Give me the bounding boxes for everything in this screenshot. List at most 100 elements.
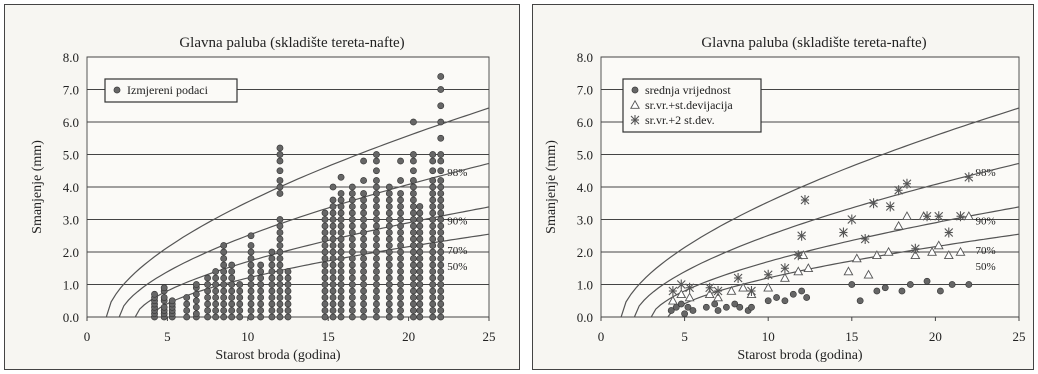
series-1-point <box>212 268 220 275</box>
series-1-point <box>437 203 445 210</box>
series-1-point <box>437 261 445 269</box>
series-1-point <box>437 73 445 80</box>
series-1-point <box>276 190 284 197</box>
series-1-point <box>220 287 228 295</box>
series-3-point <box>747 286 756 296</box>
series-1-point <box>276 294 284 301</box>
series-3-point <box>839 227 848 238</box>
series-1-point <box>385 183 393 191</box>
series-1-point <box>437 134 445 142</box>
legend-marker-1 <box>631 86 639 94</box>
series-1-point <box>429 203 437 210</box>
series-1-point <box>437 190 445 197</box>
series-3-point <box>763 269 773 280</box>
series-1-point <box>373 209 380 217</box>
x-tick-label: 25 <box>1013 329 1026 344</box>
series-3-point <box>847 214 857 225</box>
legend-marker-3 <box>630 115 640 125</box>
series-1-point <box>284 300 292 308</box>
x-tick-label: 10 <box>241 329 254 344</box>
series-1-point <box>410 196 417 204</box>
series-1-point <box>321 287 329 295</box>
legend-label-1: Izmjereni podaci <box>127 83 209 97</box>
series-1-point <box>410 216 417 223</box>
series-1-point <box>437 287 445 295</box>
series-1-point <box>789 290 797 298</box>
series-1-point <box>429 287 437 295</box>
series-1-point <box>257 268 265 275</box>
curve-label-90: 90% <box>447 216 467 228</box>
series-1-point <box>337 313 345 321</box>
series-1-point <box>397 242 404 249</box>
series-2-point <box>684 292 695 302</box>
series-1-point <box>416 248 424 256</box>
series-1-point <box>257 281 265 288</box>
series-1-point <box>348 209 356 217</box>
series-1-point <box>360 190 367 197</box>
series-1-point <box>247 274 255 282</box>
series-1-point <box>321 229 329 236</box>
series-1-point <box>873 287 881 295</box>
series-1-point <box>337 216 345 223</box>
series-1-point <box>321 235 329 243</box>
legend-marker-2 <box>630 99 640 109</box>
series-1-point <box>437 196 445 204</box>
series-1-point <box>220 261 228 269</box>
series-1-point <box>321 216 329 223</box>
y-tick-label: 6.0 <box>63 115 79 130</box>
y-tick-label: 0.0 <box>63 310 79 325</box>
series-1-point <box>416 287 424 295</box>
series-1-point <box>410 255 417 262</box>
series-1-point <box>360 229 367 236</box>
chart-title: Glavna paluba (skladište tereta-nafte) <box>179 35 404 51</box>
series-1-point <box>348 183 356 191</box>
series-1-point <box>276 300 284 308</box>
series-1-point <box>337 248 345 256</box>
series-1-point <box>923 277 931 285</box>
series-1-point <box>257 287 265 295</box>
y-axis-label: Smanjenje (mm) <box>30 140 45 234</box>
series-1-point <box>360 268 367 275</box>
series-1-point <box>437 216 445 223</box>
series-1-point <box>416 261 424 269</box>
legend-marker-1 <box>113 86 121 94</box>
series-1-point <box>204 287 211 295</box>
series-1-point <box>429 294 437 301</box>
series-1-point <box>397 229 404 236</box>
series-1-point <box>429 229 437 236</box>
x-axis-label: Starost broda (godina) <box>215 348 341 363</box>
series-1-point <box>437 294 445 301</box>
y-tick-label: 7.0 <box>577 83 593 98</box>
series-1-point <box>183 313 191 321</box>
series-3-point <box>910 243 920 254</box>
series-1-point <box>228 274 236 282</box>
series-1-point <box>416 216 424 223</box>
series-1-point <box>247 281 255 288</box>
x-tick-label: 0 <box>84 329 91 344</box>
series-1-point <box>416 222 424 230</box>
series-1-point <box>348 281 356 288</box>
series-1-point <box>437 229 445 236</box>
series-1-point <box>348 287 356 295</box>
series-1-point <box>677 300 685 308</box>
series-1-point <box>385 287 393 295</box>
series-1-point <box>416 307 424 314</box>
series-1-point <box>329 209 337 217</box>
series-1-point <box>385 190 393 197</box>
series-1-point <box>397 255 404 262</box>
series-1-point <box>714 307 722 314</box>
series-2-point <box>893 220 904 230</box>
series-1-point <box>429 151 437 158</box>
series-1-point <box>410 268 417 275</box>
series-1-point <box>429 235 437 243</box>
series-1-point <box>360 196 367 204</box>
series-1-point <box>257 274 265 282</box>
series-1-point <box>429 255 437 262</box>
series-3-point <box>944 227 954 238</box>
series-1-point <box>329 281 337 288</box>
series-1-point <box>321 274 329 282</box>
chart-title: Glavna paluba (skladište tereta-nafte) <box>701 35 926 51</box>
series-1-point <box>268 294 276 301</box>
series-1-point <box>689 307 697 314</box>
series-1-point <box>437 157 445 165</box>
